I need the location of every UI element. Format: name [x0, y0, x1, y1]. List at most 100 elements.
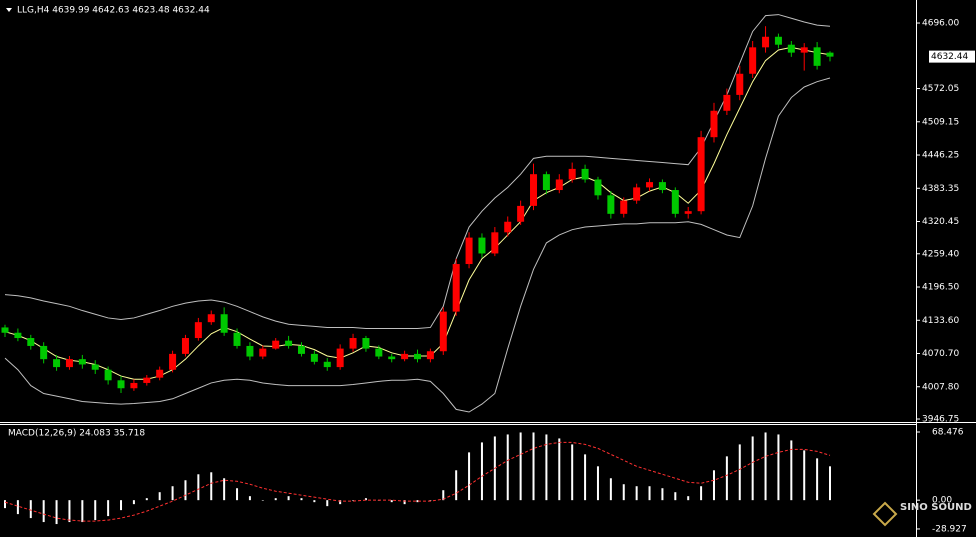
y-tick-label: 4509.15	[922, 117, 959, 127]
y-tick-label: 4572.05	[922, 84, 959, 94]
macd-bar	[287, 496, 290, 501]
macd-bar	[416, 500, 419, 503]
macd-bar	[210, 472, 213, 501]
macd-bar	[429, 500, 432, 501]
candle-body	[723, 94, 731, 111]
candle-body	[452, 264, 460, 312]
macd-title: MACD(12,26,9) 24.083 35.718	[8, 429, 145, 439]
candle-body	[1, 327, 9, 333]
macd-bar	[738, 444, 741, 501]
macd-bar	[635, 486, 638, 501]
macd-bar	[661, 488, 664, 501]
macd-bar	[751, 436, 754, 501]
macd-bar	[545, 434, 548, 501]
y-tick-label: 4383.35	[922, 184, 959, 194]
candle-body	[78, 359, 86, 365]
macd-bar	[674, 492, 677, 501]
candle-body	[169, 353, 177, 370]
macd-bar	[829, 466, 831, 501]
menu-arrow	[6, 8, 12, 12]
macd-bar	[29, 500, 32, 519]
watermark-logo	[872, 501, 898, 527]
macd-bar	[519, 432, 522, 501]
macd-bar	[725, 456, 728, 501]
candle-body	[749, 47, 757, 74]
candle-body	[710, 110, 718, 138]
candle-body	[542, 174, 550, 191]
candle-body	[826, 52, 834, 57]
macd-bar	[803, 450, 806, 501]
y-tick-label: -28.927	[932, 524, 967, 534]
macd-bar	[468, 452, 471, 501]
macd-bar	[107, 500, 110, 517]
macd-bar	[352, 500, 355, 501]
candle-body	[465, 237, 473, 265]
macd-bar	[455, 470, 458, 501]
macd-bar	[55, 500, 58, 525]
y-tick-label: 4320.45	[922, 217, 959, 227]
macd-bar	[120, 500, 123, 511]
candle-body	[323, 361, 331, 368]
candle-body	[813, 47, 821, 66]
macd-bar	[223, 478, 226, 501]
y-tick-label: 4070.70	[922, 349, 959, 359]
candle-body	[646, 182, 654, 188]
y-tick-label: 4133.60	[922, 316, 959, 326]
candle-body	[684, 211, 692, 214]
macd-bar	[68, 500, 71, 523]
macd-bar	[700, 486, 703, 501]
macd-bar	[558, 438, 561, 501]
macd-bar	[403, 500, 406, 505]
y-tick-label: 0.00	[932, 496, 952, 506]
macd-bar	[261, 500, 264, 501]
candle-body	[414, 353, 421, 360]
candle-body	[375, 348, 383, 357]
candle-body	[233, 332, 241, 346]
candle-body	[439, 311, 447, 352]
y-tick-label: 4007.80	[922, 382, 959, 392]
macd-bar	[158, 492, 161, 501]
macd-bar	[339, 500, 342, 505]
candle-body	[581, 168, 589, 180]
macd-bar	[777, 434, 780, 501]
macd-bar	[274, 498, 277, 501]
candle-body	[181, 338, 189, 354]
macd-bar	[712, 470, 715, 501]
candle-body	[220, 314, 228, 333]
candle-body	[194, 322, 202, 339]
macd-bar	[81, 500, 84, 523]
candle-body	[388, 356, 396, 360]
macd-bar	[390, 500, 393, 503]
candle-body	[310, 353, 318, 362]
macd-bar	[16, 500, 19, 515]
candle-body	[349, 338, 357, 349]
candle-body	[697, 137, 705, 212]
candle-body	[607, 195, 615, 214]
signal-line	[4, 441, 831, 522]
candle-body	[65, 359, 73, 368]
candle-body	[104, 369, 112, 381]
macd-bar	[42, 500, 45, 523]
candle-body	[272, 340, 280, 349]
macd-bar	[236, 488, 239, 501]
candle-body	[362, 338, 370, 349]
candle-body	[246, 345, 254, 357]
macd-bar	[506, 434, 509, 501]
macd-bar	[197, 474, 200, 501]
macd-bar	[764, 432, 767, 501]
candle-body	[117, 380, 125, 389]
candle-body	[297, 345, 305, 354]
watermark-text: SINO SOUND	[900, 502, 972, 513]
macd-bar	[171, 486, 174, 501]
candle-body	[633, 187, 641, 201]
candle-body	[143, 377, 151, 383]
macd-bar	[326, 500, 329, 507]
candle-body	[401, 353, 409, 360]
candle-body	[736, 73, 744, 95]
candle-body	[620, 200, 628, 214]
macd-bar	[816, 458, 819, 501]
macd-bar	[248, 496, 251, 501]
candle-body	[27, 338, 35, 346]
